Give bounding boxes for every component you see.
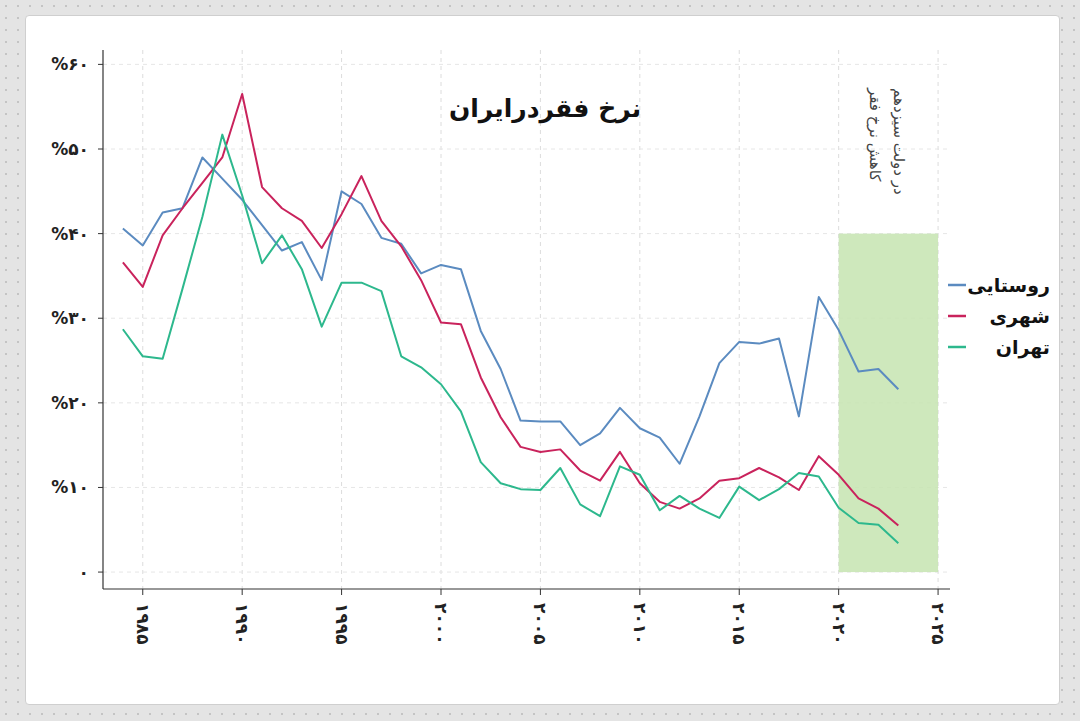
grid-line-y: [103, 487, 950, 488]
grid-line-y: [103, 64, 950, 65]
annotation-text: کاهش نرخ فقر: [866, 87, 884, 182]
legend-swatch: [948, 315, 966, 318]
series-line: [123, 94, 898, 526]
x-tick-label: ۲۰۰۵: [530, 603, 550, 645]
x-tick: [242, 589, 243, 595]
y-tick-label: %۵۰: [51, 139, 89, 159]
x-tick: [739, 589, 740, 595]
y-tick: [98, 149, 103, 150]
legend-label: تهران: [996, 336, 1050, 359]
x-tick-label: ۲۰۲۰: [829, 603, 849, 645]
y-tick-label: %۴۰: [51, 224, 89, 244]
x-tick: [441, 589, 442, 595]
grid-line-y: [103, 572, 950, 573]
x-tick: [341, 589, 342, 595]
y-tick: [98, 487, 103, 488]
grid-line-y: [103, 402, 950, 403]
x-tick: [142, 589, 143, 595]
legend-label: شهری: [990, 305, 1050, 328]
y-tick-label: %۳۰: [51, 308, 89, 328]
y-tick: [98, 64, 103, 65]
grid-line-x: [639, 50, 640, 589]
legend-swatch: [948, 284, 966, 287]
y-tick-label: %۱۰: [51, 477, 89, 497]
x-tick: [938, 589, 939, 595]
x-tick-label: ۲۰۲۵: [928, 603, 948, 645]
x-tick: [838, 589, 839, 595]
y-tick: [98, 318, 103, 319]
x-tick-label: ۲۰۱۰: [630, 603, 650, 645]
title: نرخ فقردرایران: [449, 94, 641, 124]
legend-label: روستایی: [967, 274, 1050, 297]
y-tick-label: ۰: [79, 562, 89, 582]
x-tick-label: ۱۹۹۰: [232, 603, 252, 645]
y-tick: [98, 402, 103, 403]
y-axis: [102, 50, 103, 589]
grid-line-y: [103, 318, 950, 319]
x-tick-label: ۲۰۰۰: [431, 603, 451, 645]
grid-line-x: [739, 50, 740, 589]
series-line: [123, 157, 898, 463]
x-tick-label: ۱۹۹۵: [332, 603, 352, 645]
x-axis: [103, 588, 950, 589]
grid-line-x: [341, 50, 342, 589]
highlight-band: [839, 234, 938, 572]
y-tick-label: %۶۰: [51, 54, 89, 74]
series-line: [123, 135, 898, 544]
x-tick-label: ۲۰۱۵: [729, 603, 749, 645]
x-tick: [639, 589, 640, 595]
grid-line-x: [540, 50, 541, 589]
grid-line-y: [103, 233, 950, 234]
y-tick: [98, 572, 103, 573]
chart: ۰ %۱۰ %۲۰ %۳۰ %۴۰ %۵۰ %۶۰ ۱۹۸۵ ۱۹۹۰ ۱۹۹۵ ۲۰۰۰ ۲۰۰۵ ۲…: [0, 0, 1080, 721]
x-tick: [540, 589, 541, 595]
plot-area: [123, 94, 938, 572]
annotation-text: در دولت سیزدهم: [890, 88, 908, 195]
grid-line-y: [103, 149, 950, 150]
legend-swatch: [948, 346, 966, 349]
y-tick-label: %۲۰: [51, 393, 89, 413]
grid-line-x: [142, 50, 143, 589]
y-tick: [98, 233, 103, 234]
x-tick-label: ۱۹۸۵: [133, 603, 153, 645]
grid-line-x: [242, 50, 243, 589]
